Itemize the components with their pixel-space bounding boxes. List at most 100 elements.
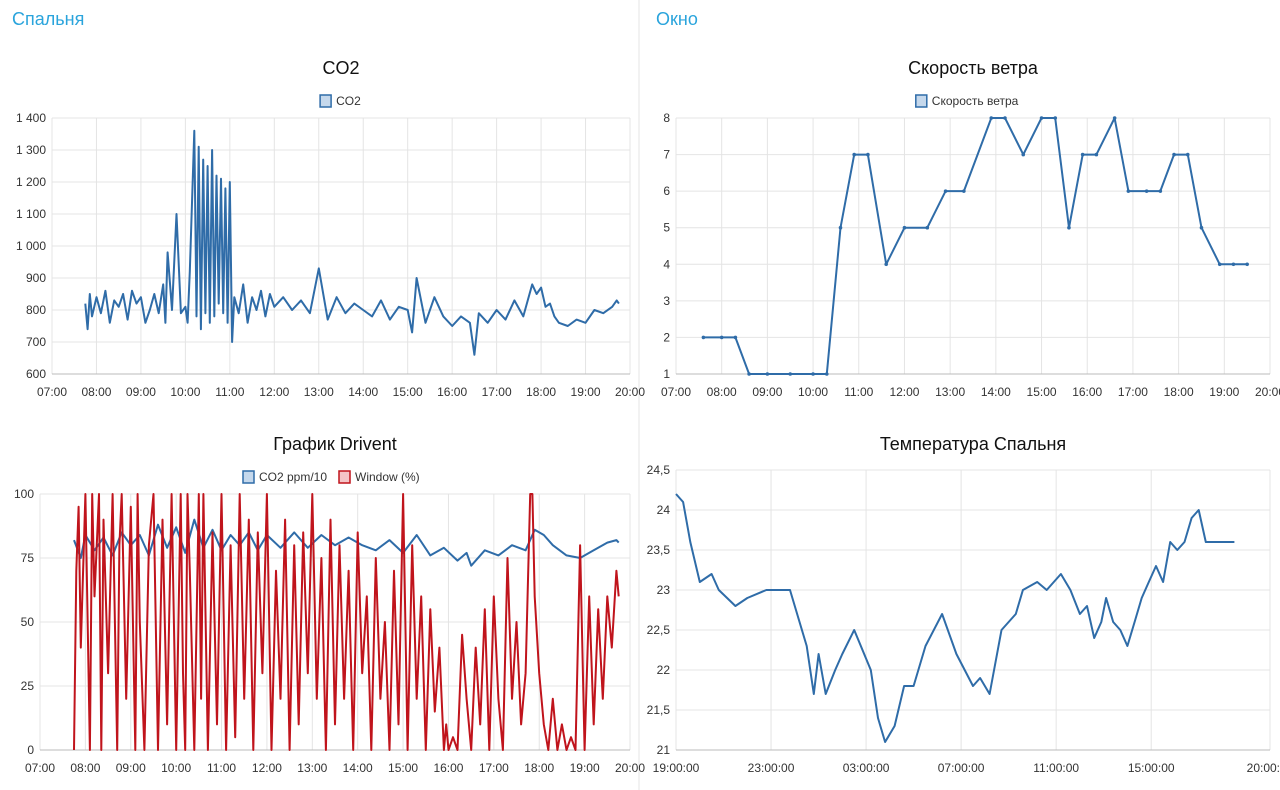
y-tick-label: 100 <box>14 487 34 501</box>
y-tick-label: 24,5 <box>647 463 671 477</box>
data-point <box>943 189 948 193</box>
y-tick-label: 1 <box>663 367 670 381</box>
data-point <box>1112 116 1117 120</box>
x-tick-label: 17:00 <box>482 385 512 399</box>
data-point <box>838 225 843 230</box>
x-tick-label: 17:00 <box>1118 385 1148 399</box>
data-point <box>747 372 751 376</box>
data-point <box>1158 189 1163 193</box>
x-tick-label: 08:00 <box>70 761 100 775</box>
x-tick-label: 12:00 <box>259 385 289 399</box>
drivent-chart: График Drivent CO2 ppm/10 Window (%) 0 25 50 7… <box>14 434 645 775</box>
x-tick-label: 18:00 <box>524 761 554 775</box>
series-line-0 <box>703 117 1248 375</box>
x-tick-label: 13:00 <box>935 385 965 399</box>
y-tick-label: 1 300 <box>16 143 46 157</box>
x-tick-label: 19:00:00 <box>653 761 700 775</box>
chart-title: CO2 <box>322 58 359 78</box>
legend-swatch <box>319 94 332 108</box>
data-point <box>925 225 930 230</box>
y-tick-label: 23 <box>657 583 671 597</box>
y-tick-label: 8 <box>663 111 670 125</box>
panel-title-left[interactable]: Спальня <box>12 9 85 29</box>
x-tick-label: 19:00 <box>1209 385 1239 399</box>
chart-title: Скорость ветра <box>908 58 1039 78</box>
y-tick-label: 21,5 <box>647 703 671 717</box>
legend-label: CO2 ppm/10 <box>259 470 327 484</box>
data-point <box>902 225 907 230</box>
x-tick-label: 12:00 <box>252 761 282 775</box>
x-tick-label: 16:00 <box>437 385 467 399</box>
y-tick-label: 23,5 <box>647 543 671 557</box>
data-point <box>962 189 966 193</box>
x-tick-label: 23:00:00 <box>748 761 795 775</box>
x-tick-label: 14:00 <box>348 385 378 399</box>
data-point <box>1053 116 1058 120</box>
x-tick-label: 10:00 <box>170 385 200 399</box>
x-tick-label: 19:00 <box>570 761 600 775</box>
y-tick-label: 24 <box>657 503 671 517</box>
data-point <box>1039 116 1044 120</box>
y-tick-label: 1 200 <box>16 175 46 189</box>
data-point <box>866 152 870 157</box>
data-point <box>1199 225 1204 230</box>
data-point <box>765 372 770 376</box>
series-line-0 <box>675 493 1235 743</box>
x-tick-label: 09:00 <box>752 385 782 399</box>
bedroom-temperature-chart: Температура Спальня 21 21,5 22 22,5 23 23,5 24 2… <box>647 434 1280 775</box>
x-tick-label: 16:00 <box>1072 385 1102 399</box>
series-line-0 <box>73 518 620 567</box>
x-tick-label: 12:00 <box>889 385 919 399</box>
x-tick-label: 13:00 <box>297 761 327 775</box>
data-point <box>719 335 724 340</box>
x-tick-label: 20:00:00 <box>1247 761 1280 775</box>
data-point <box>1080 152 1085 157</box>
y-tick-label: 1 000 <box>16 239 46 253</box>
series-line-1 <box>73 493 620 751</box>
x-tick-label: 09:00 <box>116 761 146 775</box>
data-point <box>1185 152 1190 157</box>
x-tick-label: 07:00 <box>37 385 67 399</box>
x-tick-label: 18:00 <box>526 385 556 399</box>
y-tick-label: 1 100 <box>16 207 46 221</box>
x-tick-label: 13:00 <box>304 385 334 399</box>
chart-title: Температура Спальня <box>880 434 1066 454</box>
x-tick-label: 14:00 <box>981 385 1011 399</box>
y-tick-label: 50 <box>21 615 35 629</box>
x-tick-label: 17:00 <box>479 761 509 775</box>
data-point <box>1021 152 1026 157</box>
y-tick-label: 4 <box>663 257 670 271</box>
x-tick-label: 15:00:00 <box>1128 761 1175 775</box>
data-point <box>788 372 793 376</box>
y-tick-label: 800 <box>26 303 46 317</box>
legend-swatch <box>242 470 255 484</box>
y-tick-label: 75 <box>21 551 35 565</box>
data-point <box>733 335 738 340</box>
data-point <box>701 335 706 340</box>
legend-label: Скорость ветра <box>932 94 1019 108</box>
x-tick-label: 16:00 <box>433 761 463 775</box>
x-tick-label: 08:00 <box>81 385 111 399</box>
x-tick-label: 10:00 <box>798 385 828 399</box>
data-point <box>1231 262 1236 267</box>
y-tick-label: 0 <box>27 743 34 757</box>
data-point <box>1245 262 1249 267</box>
x-tick-label: 11:00 <box>207 761 236 775</box>
data-point <box>1094 152 1099 157</box>
x-tick-label: 15:00 <box>1027 385 1057 399</box>
data-point <box>1067 225 1071 230</box>
x-tick-label: 20:00 <box>615 385 645 399</box>
panel-title-right[interactable]: Окно <box>656 9 698 29</box>
y-tick-label: 3 <box>663 294 670 308</box>
chart-title: График Drivent <box>273 434 397 454</box>
x-tick-label: 20:00 <box>1255 385 1280 399</box>
x-tick-label: 08:00 <box>707 385 737 399</box>
x-tick-label: 11:00 <box>215 385 244 399</box>
y-tick-label: 21 <box>657 743 671 757</box>
legend-label: CO2 <box>336 94 361 108</box>
x-tick-label: 07:00:00 <box>938 761 985 775</box>
x-tick-label: 11:00:00 <box>1033 761 1079 775</box>
y-tick-label: 600 <box>26 367 46 381</box>
y-tick-label: 22,5 <box>647 623 671 637</box>
y-tick-label: 22 <box>657 663 671 677</box>
